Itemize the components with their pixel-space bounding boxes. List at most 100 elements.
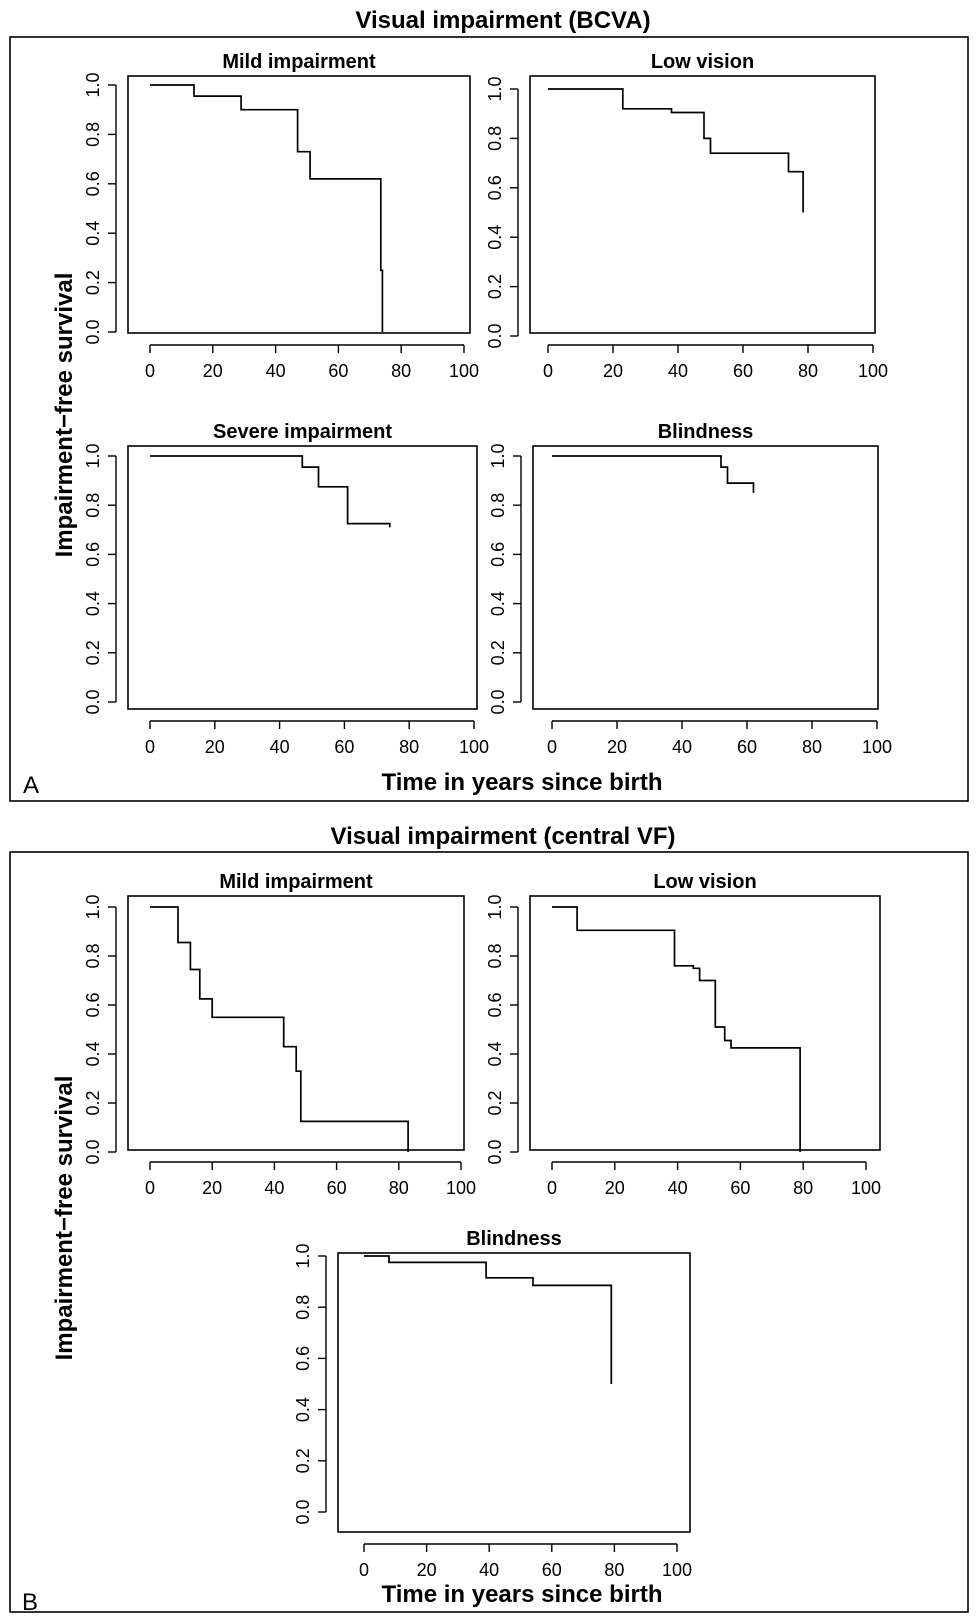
x-tick-label: 40 (668, 1178, 688, 1198)
plot-frame (532, 445, 879, 710)
plot-frame (127, 895, 465, 1151)
x-tick-label: 60 (334, 737, 354, 757)
panel-b-letter: B (22, 1589, 38, 1616)
y-tick-label: 0.2 (485, 274, 505, 299)
panel-a-frame (9, 36, 969, 802)
x-tick-label: 80 (399, 737, 419, 757)
x-tick-label: 60 (730, 1178, 750, 1198)
y-tick-label: 1.0 (293, 1243, 313, 1268)
y-tick-label: 0.2 (83, 1090, 103, 1115)
y-tick-label: 0.0 (83, 1139, 103, 1164)
survival-curve (150, 84, 384, 332)
y-tick-label: 1.0 (485, 76, 505, 101)
y-tick-label: 0.6 (488, 542, 508, 567)
chart-title: Mild impairment (222, 51, 376, 73)
x-tick-label: 20 (603, 361, 623, 381)
x-tick-label: 60 (542, 1560, 562, 1580)
charts-layer: Mild impairment 0 20 40 60 80 100 0.0 0.2 0.4 0.6 0… (83, 51, 892, 1580)
x-tick-label: 40 (668, 361, 688, 381)
chart-4: Blindness 0 20 40 60 80 100 0.0 0.2 0.4 0.6 0.8 1.0 (488, 421, 892, 757)
x-tick-label: 80 (802, 737, 822, 757)
chart-title: Low vision (651, 51, 754, 73)
x-tick-label: 0 (145, 1178, 155, 1198)
y-tick-label: 0.0 (485, 323, 505, 348)
chart-title: Mild impairment (219, 871, 373, 893)
y-tick-label: 0.2 (83, 270, 103, 295)
chart-2: Low vision 0 20 40 60 80 100 0.0 0.2 0.4 0.6 0.8 1.0 (485, 51, 888, 381)
y-tick-label: 0.4 (485, 225, 505, 250)
y-tick-label: 0.6 (83, 542, 103, 567)
plot-frame (127, 445, 478, 710)
panel-a-letter: A (23, 772, 39, 799)
y-tick-label: 0.8 (83, 122, 103, 147)
x-tick-label: 20 (605, 1178, 625, 1198)
x-tick-label: 100 (446, 1178, 476, 1198)
y-tick-label: 0.6 (485, 175, 505, 200)
y-tick-label: 0.0 (488, 689, 508, 714)
x-tick-label: 80 (391, 361, 411, 381)
x-tick-label: 100 (459, 737, 489, 757)
y-tick-label: 0.6 (293, 1346, 313, 1371)
chart-5: Mild impairment 0 20 40 60 80 100 0.0 0.2 0.4 0.6 0… (83, 871, 476, 1198)
y-tick-label: 0.8 (485, 126, 505, 151)
x-tick-label: 20 (203, 361, 223, 381)
survival-curve (552, 906, 801, 1152)
y-tick-label: 0.6 (83, 992, 103, 1017)
chart-title: Blindness (658, 421, 754, 443)
panel-a-ylabel: Impairment−free survival (51, 273, 78, 558)
chart-3: Severe impairment 0 20 40 60 80 100 0.0 0.2 0.4 0.… (83, 421, 489, 757)
y-tick-label: 0.4 (83, 591, 103, 616)
x-tick-label: 80 (798, 361, 818, 381)
panel-b-xlabel: Time in years since birth (381, 1581, 662, 1608)
chart-7: Blindness 0 20 40 60 80 100 0.0 0.2 0.4 0.6 0.8 1.0 (293, 1228, 692, 1580)
y-tick-label: 1.0 (83, 72, 103, 97)
x-tick-label: 100 (862, 737, 892, 757)
x-tick-label: 40 (264, 1178, 284, 1198)
x-tick-label: 100 (662, 1560, 692, 1580)
x-tick-label: 100 (851, 1178, 881, 1198)
y-tick-label: 1.0 (488, 443, 508, 468)
x-tick-label: 0 (145, 737, 155, 757)
y-tick-label: 0.2 (83, 640, 103, 665)
survival-curve (552, 455, 755, 493)
y-tick-label: 1.0 (83, 443, 103, 468)
x-tick-label: 60 (327, 1178, 347, 1198)
y-tick-label: 0.8 (83, 943, 103, 968)
y-tick-label: 0.8 (83, 493, 103, 518)
y-tick-label: 0.2 (293, 1448, 313, 1473)
x-tick-label: 20 (607, 737, 627, 757)
panel-a-xlabel: Time in years since birth (381, 769, 662, 796)
y-tick-label: 0.0 (485, 1139, 505, 1164)
y-tick-label: 0.0 (83, 319, 103, 344)
y-tick-label: 0.0 (293, 1499, 313, 1524)
x-tick-label: 80 (604, 1560, 624, 1580)
x-tick-label: 100 (449, 361, 479, 381)
y-tick-label: 0.4 (485, 1041, 505, 1066)
x-tick-label: 0 (145, 361, 155, 381)
y-tick-label: 0.6 (485, 992, 505, 1017)
survival-curve (364, 1255, 613, 1384)
x-tick-label: 20 (202, 1178, 222, 1198)
panel-b-title: Visual impairment (central VF) (331, 823, 676, 850)
y-tick-label: 0.8 (488, 493, 508, 518)
chart-6: Low vision 0 20 40 60 80 100 0.0 0.2 0.4 0.6 0.8 1.0 (485, 871, 881, 1198)
panel-b-ylabel: Impairment−free survival (51, 1076, 78, 1361)
y-tick-label: 0.2 (485, 1090, 505, 1115)
x-tick-label: 20 (417, 1560, 437, 1580)
x-tick-label: 0 (547, 1178, 557, 1198)
y-tick-label: 0.4 (83, 1041, 103, 1066)
x-tick-label: 40 (672, 737, 692, 757)
x-tick-label: 60 (733, 361, 753, 381)
x-tick-label: 40 (270, 737, 290, 757)
plot-frame (337, 1252, 691, 1533)
x-tick-label: 60 (737, 737, 757, 757)
chart-1: Mild impairment 0 20 40 60 80 100 0.0 0.2 0.4 0.6 0… (83, 51, 479, 381)
x-tick-label: 80 (793, 1178, 813, 1198)
survival-curve (150, 906, 409, 1152)
y-tick-label: 0.8 (485, 943, 505, 968)
y-tick-label: 0.0 (83, 689, 103, 714)
x-tick-label: 60 (328, 361, 348, 381)
x-tick-label: 40 (266, 361, 286, 381)
y-tick-label: 1.0 (83, 894, 103, 919)
